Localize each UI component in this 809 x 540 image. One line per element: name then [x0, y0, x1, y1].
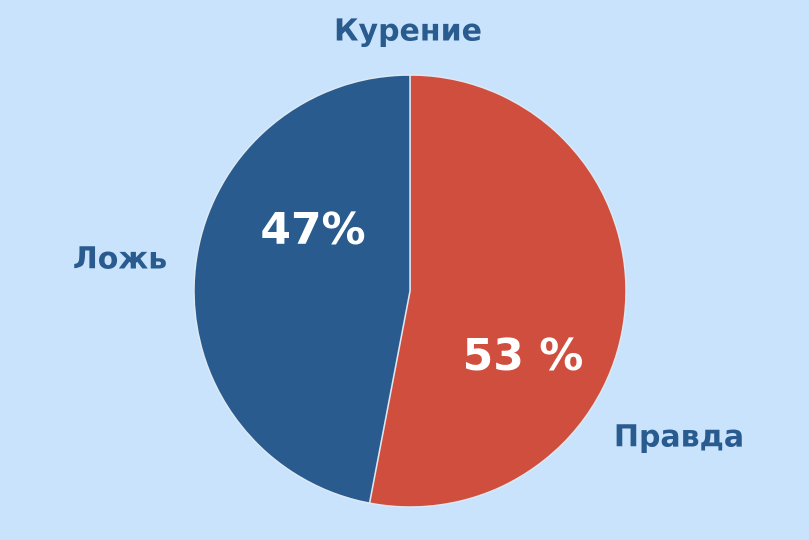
- chart-title: Курение: [334, 14, 482, 49]
- value-label: 47%: [260, 204, 365, 255]
- category-label: Ложь: [73, 242, 167, 277]
- pie-slice: [368, 74, 627, 508]
- pie-slice: [193, 74, 411, 505]
- value-label: 53 %: [463, 330, 584, 381]
- category-label: Правда: [614, 420, 744, 455]
